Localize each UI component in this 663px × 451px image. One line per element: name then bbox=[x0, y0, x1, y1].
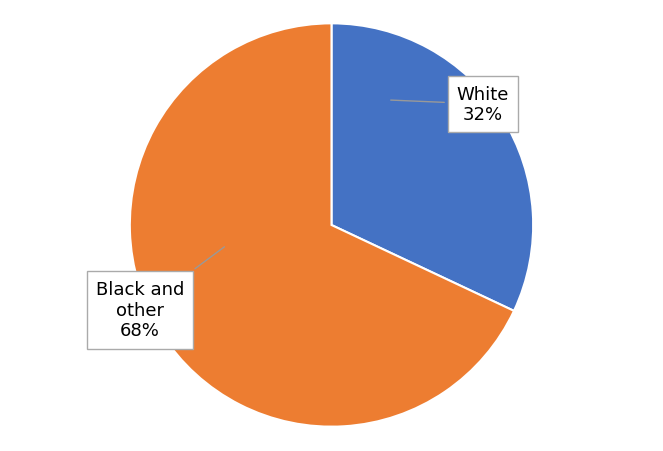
Wedge shape bbox=[332, 24, 533, 311]
Text: Black and
other
68%: Black and other 68% bbox=[95, 247, 224, 340]
Wedge shape bbox=[130, 24, 514, 427]
Text: White
32%: White 32% bbox=[391, 85, 509, 124]
